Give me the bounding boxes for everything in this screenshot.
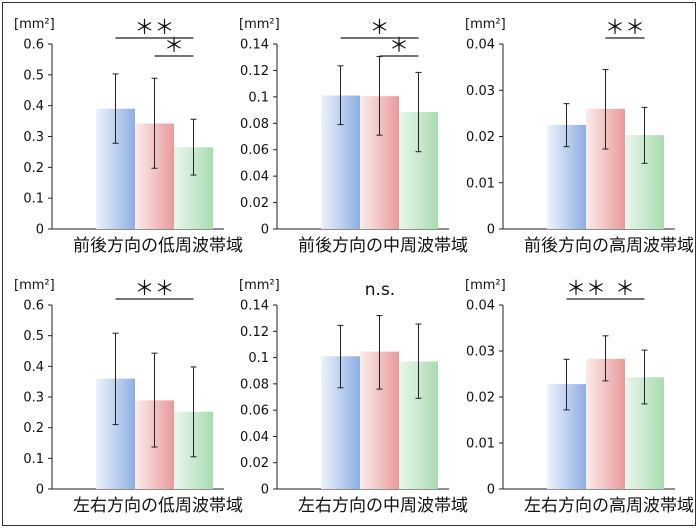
chart-2: [mm²] 0 0.02 0.04 0.06 0.08 0.1 0.12 0.14 ＊＊ 前後方向の… [239, 15, 468, 256]
y-tick-label: 0.06 [240, 143, 269, 158]
y-tick-label: 0.02 [466, 391, 495, 406]
y-tick-label: 0.6 [23, 38, 44, 53]
y-unit-label: [mm²] [239, 17, 280, 32]
y-tick-label: 0.5 [23, 68, 44, 83]
y-tick-label: 0.14 [240, 299, 269, 314]
chart-1: [mm²] 0 0.1 0.2 0.3 0.4 0.5 0.6 ＊＊＊ 前後方向の低周波帯域 [14, 15, 243, 256]
y-tick-label: 0.08 [240, 377, 269, 392]
y-tick-label: 0.02 [240, 196, 269, 211]
y-tick-label: 0 [487, 223, 495, 238]
chart-title: 前後方向の高周波帯域 [524, 236, 694, 256]
y-tick-label: 0.06 [240, 404, 269, 419]
chart-4: [mm²] 0 0.1 0.2 0.3 0.4 0.5 0.6 ＊＊ 左右方向の低周波帯域 [14, 276, 243, 516]
y-tick-label: 0.1 [248, 90, 269, 105]
y-tick-label: 0.12 [240, 64, 269, 79]
chart-title: 前後方向の中周波帯域 [298, 236, 468, 256]
y-unit-label: [mm²] [239, 278, 280, 293]
y-tick-label: 0.3 [23, 130, 44, 145]
y-tick-label: 0 [261, 223, 269, 238]
y-tick-label: 0.01 [466, 176, 495, 191]
significance-mark: ＊＊ [605, 15, 645, 39]
y-tick-label: 0.1 [248, 351, 269, 366]
y-tick-label: 0.5 [23, 329, 44, 344]
significance-mark: ＊ [389, 33, 409, 57]
y-tick-label: 0.01 [466, 437, 495, 452]
ns-label: n.s. [365, 280, 395, 300]
y-tick-label: 0.04 [466, 38, 495, 53]
chart-title: 左右方向の高周波帯域 [524, 496, 694, 516]
chart-3: [mm²] 0 0.01 0.02 0.03 0.04 ＊＊ 前後方向の高周波帯域 [465, 15, 694, 256]
y-tick-label: 0.03 [466, 84, 495, 99]
significance-mark: ＊ [615, 276, 635, 300]
y-tick-label: 0.04 [466, 299, 495, 314]
chart-5: [mm²] 0 0.02 0.04 0.06 0.08 0.1 0.12 0.14 n.s. 左右方… [239, 278, 468, 516]
y-tick-label: 0.03 [466, 345, 495, 360]
y-tick-label: 0.2 [23, 161, 44, 176]
y-tick-label: 0.02 [240, 456, 269, 471]
chart-title: 左右方向の中周波帯域 [298, 496, 468, 516]
y-tick-label: 0.6 [23, 299, 44, 314]
significance-mark: ＊ [370, 15, 390, 39]
y-tick-label: 0.1 [23, 452, 44, 467]
chart-title: 左右方向の低周波帯域 [73, 496, 243, 516]
y-unit-label: [mm²] [14, 278, 55, 293]
significance-mark: ＊ [164, 33, 184, 57]
y-unit-label: [mm²] [465, 278, 506, 293]
y-tick-label: 0.4 [23, 360, 44, 375]
y-tick-label: 0 [261, 483, 269, 498]
y-tick-label: 0 [36, 483, 44, 498]
significance-mark: ＊＊ [135, 276, 175, 300]
significance-mark: ＊＊ [135, 15, 175, 39]
y-tick-label: 0.3 [23, 391, 44, 406]
y-unit-label: [mm²] [465, 17, 506, 32]
y-tick-label: 0.2 [23, 421, 44, 436]
significance-mark: ＊＊ [566, 276, 606, 300]
y-tick-label: 0.14 [240, 38, 269, 53]
y-tick-label: 0.04 [240, 430, 269, 445]
y-tick-label: 0.02 [466, 130, 495, 145]
y-tick-label: 0 [36, 223, 44, 238]
y-tick-label: 0.04 [240, 170, 269, 185]
y-tick-label: 0.08 [240, 117, 269, 132]
y-tick-label: 0.4 [23, 99, 44, 114]
chart-6: [mm²]00.010.020.030.04＊＊ ＊左右方向の高周波帯域 [465, 276, 694, 516]
chart-title: 前後方向の低周波帯域 [73, 236, 243, 256]
y-unit-label: [mm²] [14, 17, 55, 32]
y-tick-label: 0 [487, 483, 495, 498]
y-tick-label: 0.1 [23, 192, 44, 207]
y-tick-label: 0.12 [240, 325, 269, 340]
